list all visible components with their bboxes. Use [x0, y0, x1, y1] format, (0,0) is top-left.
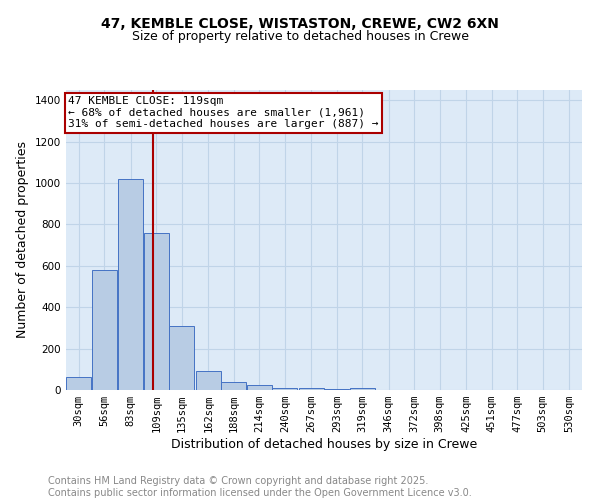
Bar: [221, 382, 247, 390]
Text: Size of property relative to detached houses in Crewe: Size of property relative to detached ho…: [131, 30, 469, 43]
Bar: [118, 179, 143, 390]
Bar: [350, 388, 375, 390]
Bar: [324, 389, 349, 390]
Bar: [66, 376, 91, 390]
Text: 47 KEMBLE CLOSE: 119sqm
← 68% of detached houses are smaller (1,961)
31% of semi: 47 KEMBLE CLOSE: 119sqm ← 68% of detache…: [68, 96, 379, 130]
Bar: [247, 386, 272, 390]
X-axis label: Distribution of detached houses by size in Crewe: Distribution of detached houses by size …: [171, 438, 477, 451]
Bar: [299, 388, 324, 390]
Text: 47, KEMBLE CLOSE, WISTASTON, CREWE, CW2 6XN: 47, KEMBLE CLOSE, WISTASTON, CREWE, CW2 …: [101, 18, 499, 32]
Text: Contains HM Land Registry data © Crown copyright and database right 2025.
Contai: Contains HM Land Registry data © Crown c…: [48, 476, 472, 498]
Bar: [272, 388, 298, 390]
Y-axis label: Number of detached properties: Number of detached properties: [16, 142, 29, 338]
Bar: [143, 233, 169, 390]
Bar: [169, 326, 194, 390]
Bar: [196, 372, 221, 390]
Bar: [92, 270, 117, 390]
